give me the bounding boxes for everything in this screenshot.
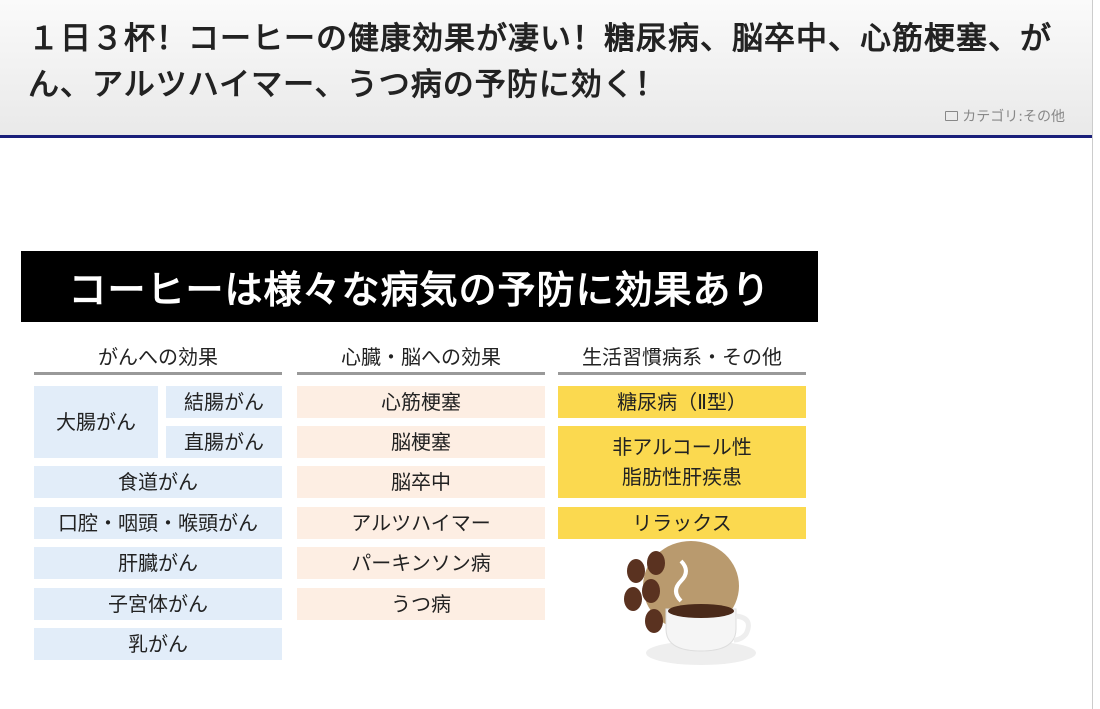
column-heading-lifestyle: 生活習慣病系・その他: [558, 343, 806, 375]
cell-cancer: 子宮体がん: [34, 588, 282, 620]
cell-cancer: 乳がん: [34, 628, 282, 660]
cell-cancer: 口腔・咽頭・喉頭がん: [34, 507, 282, 539]
header-divider: [0, 135, 1093, 138]
category-label: カテゴリ:その他: [962, 109, 1065, 125]
cell-rectal: 直腸がん: [166, 426, 282, 458]
image-banner: コーヒーは様々な病気の予防に効果あり: [21, 251, 818, 322]
cell-cancer: 肝臓がん: [34, 547, 282, 579]
saucer: [646, 641, 756, 665]
cell-heart: 脳梗塞: [297, 426, 545, 458]
cell-lifestyle: 糖尿病（Ⅱ型）: [558, 386, 806, 418]
cell-heart: パーキンソン病: [297, 547, 545, 579]
cell-heart: 脳卒中: [297, 466, 545, 498]
cell-cancer: 食道がん: [34, 466, 282, 498]
article-image: コーヒーは様々な病気の予防に効果あり がんへの効果 心臓・脳への効果 生活習慣病…: [21, 251, 818, 681]
cell-lifestyle: リラックス: [558, 507, 806, 539]
category-link[interactable]: カテゴリ:その他: [945, 106, 1065, 126]
cell-heart: 心筋梗塞: [297, 386, 545, 418]
folder-icon: [945, 111, 959, 121]
article-title: １日３杯！コーヒーの健康効果が凄い！糖尿病、脳卒中、心筋梗塞、がん、アルツハイマ…: [28, 21, 1052, 103]
article-header: １日３杯！コーヒーの健康効果が凄い！糖尿病、脳卒中、心筋梗塞、がん、アルツハイマ…: [0, 0, 1093, 135]
cell-colon: 結腸がん: [166, 386, 282, 418]
column-heading-heart: 心臓・脳への効果: [297, 343, 545, 375]
content-border: [1092, 0, 1093, 709]
cell-colorectal: 大腸がん: [34, 386, 158, 458]
coffee-beans-icon: [624, 551, 665, 633]
column-heading-cancer: がんへの効果: [34, 343, 282, 375]
cell-lifestyle: 非アルコール性 脂肪性肝疾患: [558, 426, 806, 498]
cell-heart: アルツハイマー: [297, 507, 545, 539]
cell-heart: うつ病: [297, 588, 545, 620]
coffee-cup-illustration: [624, 541, 756, 665]
